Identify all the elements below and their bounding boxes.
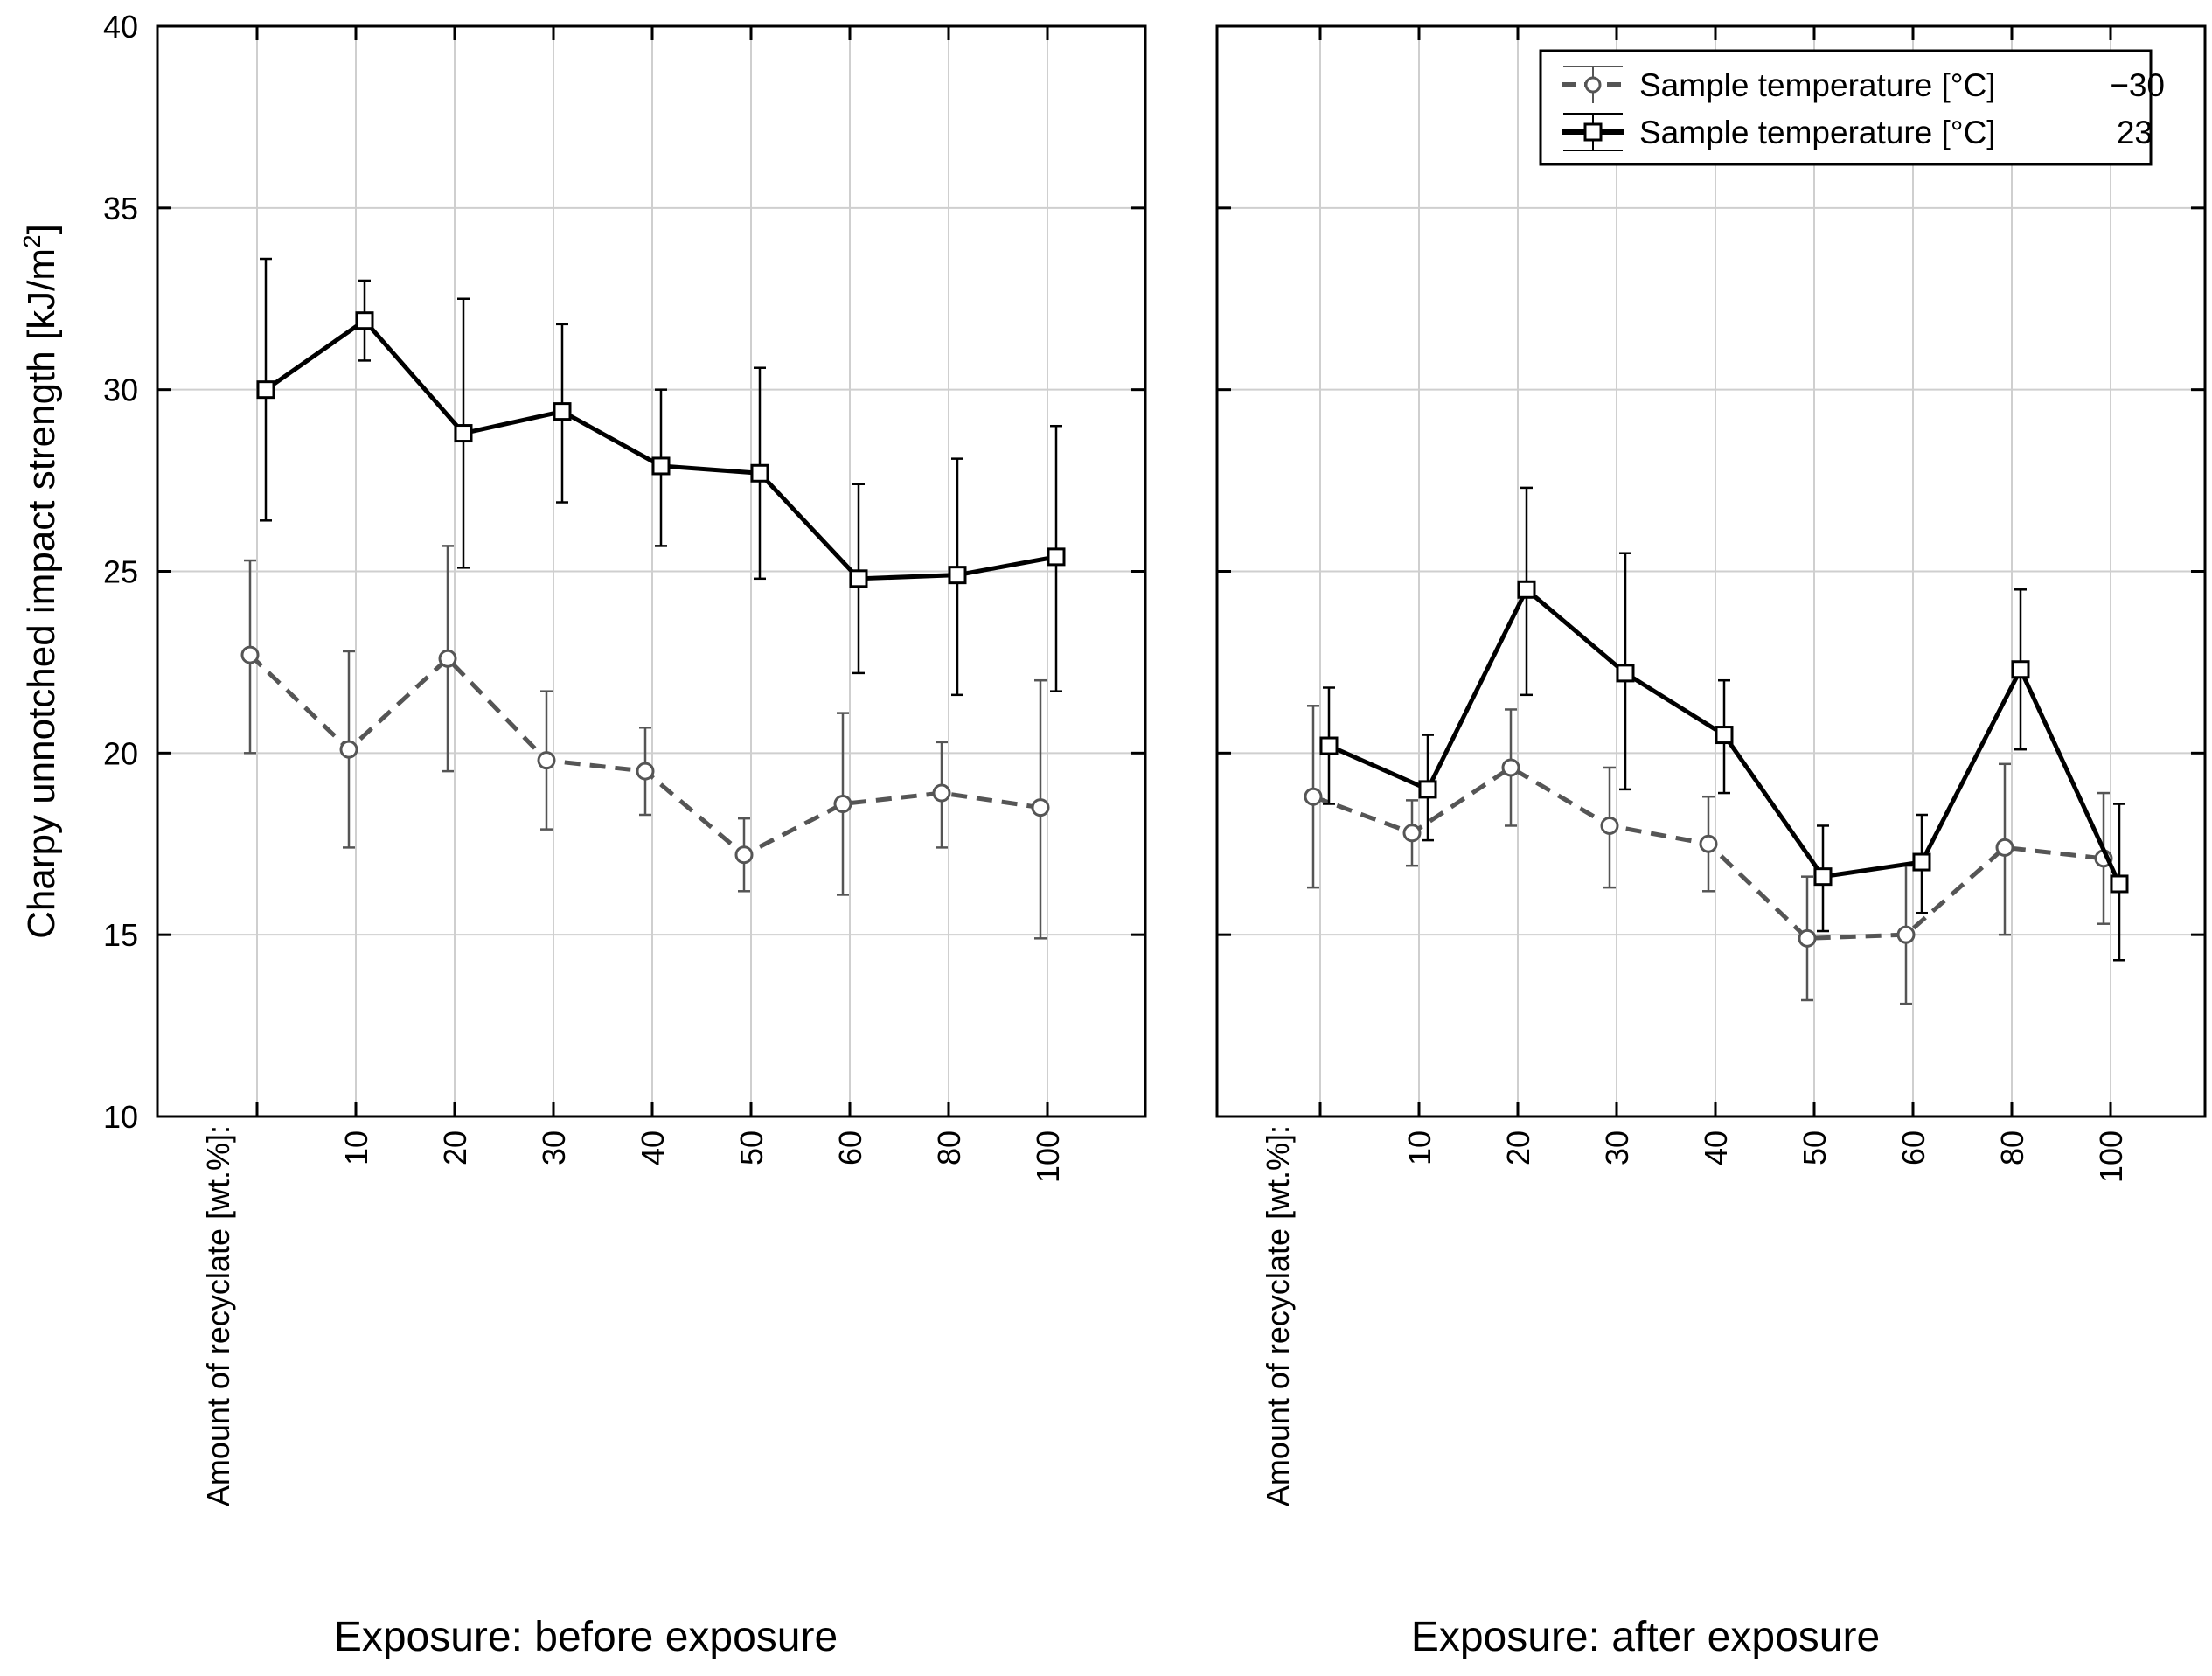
- y-axis-title: Charpy unnotched impact strength [kJ/m2]: [18, 224, 63, 939]
- data-point-square: [256, 380, 275, 400]
- data-point-square: [1517, 580, 1536, 599]
- y-axis-title-superscript: 2: [18, 234, 45, 248]
- data-point-square: [355, 311, 374, 330]
- data-point-square: [651, 456, 671, 476]
- legend-label-23: Sample temperature [°C]: [1639, 115, 1996, 150]
- data-point-square: [1616, 664, 1635, 683]
- data-point-circle: [1031, 798, 1050, 817]
- x-tick-label: 100: [2093, 1130, 2129, 1183]
- data-point-circle: [1501, 758, 1520, 777]
- x-axis-label-after: Amount of recyclate [wt.%]:: [1260, 1125, 1296, 1506]
- y-tick-label: 15: [103, 917, 138, 953]
- y-tick-label: 10: [103, 1099, 138, 1135]
- y-axis-title-main: Charpy unnotched impact strength [kJ/m: [20, 248, 63, 939]
- y-axis-ticks-before: 10 15 20 25 30 35 40: [103, 9, 1145, 1135]
- grid-before: [157, 26, 1145, 1116]
- y-axis-title-close: ]: [20, 224, 63, 234]
- data-point-circle: [636, 762, 655, 781]
- data-point-circle: [1995, 838, 2014, 857]
- x-tick-label: 80: [1994, 1130, 2030, 1165]
- data-point-circle: [537, 751, 556, 770]
- data-point-square: [849, 569, 868, 588]
- data-point-square: [2011, 660, 2030, 679]
- x-axis-label-before: Amount of recyclate [wt.%]:: [200, 1125, 236, 1506]
- x-tick-label: 40: [635, 1130, 671, 1165]
- legend-marker-circle: [1584, 76, 1602, 94]
- data-point-square: [2110, 874, 2129, 894]
- data-point-circle: [1699, 834, 1718, 853]
- series-after: [1304, 486, 2129, 1005]
- data-point-circle: [1896, 925, 1916, 944]
- data-point-circle: [734, 845, 754, 865]
- data-point-square: [1319, 736, 1339, 755]
- data-point-square: [750, 463, 769, 483]
- legend: Sample temperature [°C] −30 Sample tempe…: [1539, 49, 2165, 166]
- x-tick-label: 100: [1030, 1130, 1066, 1183]
- x-tick-label: 10: [1402, 1130, 1437, 1165]
- legend-box: [1539, 49, 2153, 166]
- data-point-square: [1813, 867, 1833, 887]
- legend-label-minus30: Sample temperature [°C]: [1639, 67, 1996, 103]
- x-tick-label: 30: [1599, 1130, 1635, 1165]
- legend-entry-23: Sample temperature [°C] 23: [1562, 113, 2153, 151]
- x-axis-tick-labels-after: 10 20 30 40 50 60 80 100: [1318, 26, 2129, 1183]
- x-tick-label: 50: [734, 1130, 769, 1165]
- data-point-square: [1715, 726, 1734, 745]
- legend-value-23: 23: [2117, 115, 2153, 150]
- data-point-square: [1047, 547, 1066, 567]
- y-tick-label: 35: [103, 191, 138, 226]
- y-axis-ticks-after: [1217, 24, 2205, 1118]
- data-point-circle: [240, 645, 260, 664]
- legend-marker-square: [1583, 122, 1603, 142]
- x-tick-label: 80: [931, 1130, 967, 1165]
- data-point-square: [1912, 852, 1931, 872]
- panel-title-after: Exposure: after exposure: [1411, 1614, 1880, 1660]
- data-point-circle: [438, 649, 457, 668]
- x-tick-label: 40: [1698, 1130, 1734, 1165]
- y-tick-label: 40: [103, 9, 138, 45]
- data-point-circle: [932, 783, 951, 803]
- y-tick-label: 25: [103, 554, 138, 590]
- data-point-circle: [1600, 816, 1619, 835]
- x-tick-label: 60: [1896, 1130, 1931, 1165]
- y-tick-label: 20: [103, 735, 138, 771]
- x-tick-label: 20: [1500, 1130, 1536, 1165]
- x-tick-label: 10: [338, 1130, 374, 1165]
- x-tick-label: 60: [832, 1130, 868, 1165]
- x-tick-label: 30: [536, 1130, 572, 1165]
- x-tick-label: 50: [1797, 1130, 1833, 1165]
- data-point-square: [454, 424, 473, 443]
- data-point-square: [1418, 780, 1437, 799]
- data-point-circle: [1402, 824, 1422, 843]
- y-tick-label: 30: [103, 372, 138, 408]
- data-point-circle: [339, 740, 358, 759]
- data-point-circle: [1798, 928, 1817, 948]
- data-point-square: [553, 402, 572, 421]
- panel-title-before: Exposure: before exposure: [334, 1614, 838, 1660]
- data-point-circle: [833, 795, 852, 814]
- series-before: [240, 257, 1066, 940]
- x-axis-tick-labels-before: 10 20 30 40 50 60 80 100: [255, 26, 1066, 1183]
- data-point-circle: [1304, 787, 1323, 806]
- legend-entry-minus30: Sample temperature [°C] −30: [1562, 66, 2165, 103]
- legend-value-minus30: −30: [2110, 67, 2165, 103]
- grid-after: [1217, 26, 2205, 1116]
- x-tick-label: 20: [437, 1130, 473, 1165]
- data-point-square: [948, 566, 967, 585]
